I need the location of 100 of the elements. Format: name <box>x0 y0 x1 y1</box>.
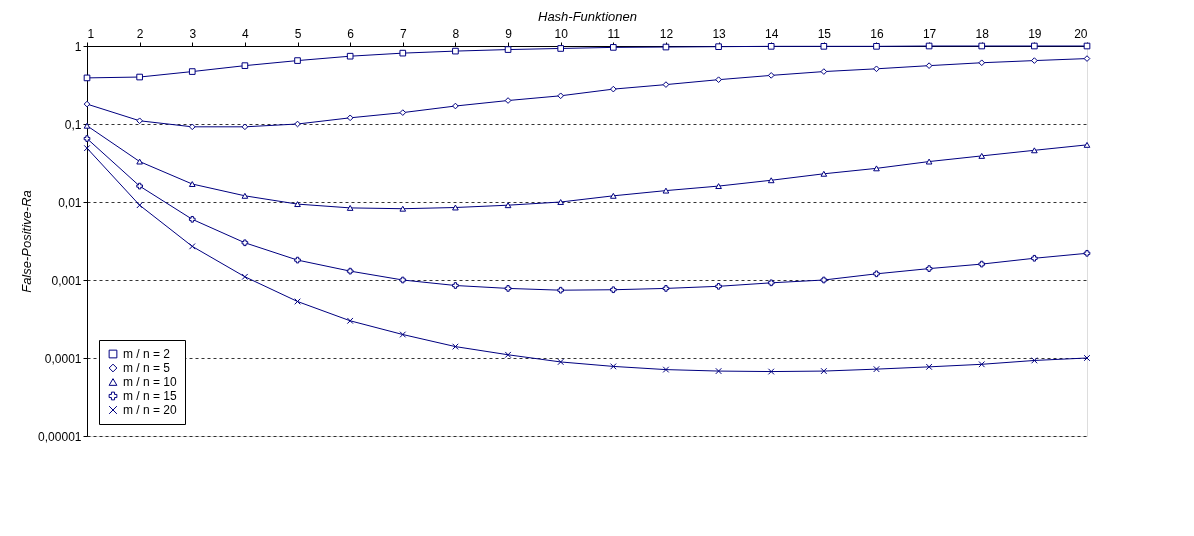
x-tick-label: 9 <box>505 26 513 41</box>
x-tick-label: 16 <box>870 26 884 41</box>
point <box>346 267 354 275</box>
point <box>662 43 670 51</box>
point <box>767 177 775 184</box>
point <box>241 239 249 247</box>
x-tick-label: 1 <box>87 26 95 41</box>
point <box>662 285 670 292</box>
point <box>925 158 933 165</box>
point <box>504 285 512 292</box>
point <box>609 286 617 294</box>
point <box>715 43 722 51</box>
point <box>294 201 301 208</box>
point <box>978 360 986 368</box>
y-tick-label: 1 <box>74 39 82 54</box>
point <box>241 273 249 281</box>
x-tick-label: 11 <box>607 26 621 41</box>
x-tick-label: 4 <box>242 26 250 41</box>
point <box>609 192 617 199</box>
point <box>767 43 775 50</box>
point <box>136 158 143 165</box>
point <box>820 170 828 177</box>
point <box>399 276 407 284</box>
x-tick-label: 17 <box>922 26 937 41</box>
point <box>83 144 91 152</box>
point <box>399 331 407 338</box>
point <box>346 204 354 211</box>
point <box>452 47 459 55</box>
x-tick-label: 15 <box>817 26 832 41</box>
point <box>136 73 143 81</box>
x-tick-label: 13 <box>712 26 727 41</box>
point <box>820 43 828 50</box>
x-tick-label: 8 <box>452 26 460 41</box>
point <box>188 243 196 250</box>
point <box>83 74 91 82</box>
point <box>188 181 196 187</box>
point <box>452 343 459 350</box>
point <box>399 49 407 57</box>
point <box>504 46 512 53</box>
point <box>1083 55 1091 62</box>
point <box>820 367 828 375</box>
point <box>241 192 249 199</box>
point <box>978 152 986 159</box>
x-tick-label: 5 <box>294 26 302 41</box>
x-tick-label: 14 <box>765 26 779 41</box>
point <box>925 363 933 371</box>
point <box>452 282 459 289</box>
point <box>662 187 670 194</box>
point <box>925 42 933 50</box>
point <box>662 366 670 373</box>
x-tick-label: 7 <box>399 26 407 41</box>
legend-label: m / n = 15 <box>123 389 178 403</box>
point <box>662 81 670 88</box>
point <box>609 363 617 370</box>
point <box>1031 147 1038 154</box>
point <box>557 199 565 205</box>
point <box>346 52 354 60</box>
point <box>1083 141 1091 148</box>
legend-label: m / n = 2 <box>123 347 171 361</box>
point <box>504 202 512 209</box>
x-tick-label: 3 <box>189 26 197 41</box>
y-tick-label: 0,00001 <box>38 429 82 444</box>
point <box>136 182 143 190</box>
point <box>715 282 722 290</box>
point <box>294 57 301 64</box>
legend-label: m / n = 5 <box>123 361 171 375</box>
x-tick-label: 6 <box>347 26 355 41</box>
point <box>1083 249 1091 257</box>
point <box>873 165 880 172</box>
point <box>978 260 986 268</box>
x-axis-title: Hash-Funktionen <box>538 8 637 24</box>
point <box>715 183 722 190</box>
y-tick-label: 0,01 <box>58 195 82 210</box>
point <box>399 205 407 212</box>
point <box>1031 254 1038 262</box>
point <box>767 368 775 375</box>
x-tick-label: 2 <box>136 26 144 41</box>
point <box>188 215 196 223</box>
x-tick-label: 12 <box>659 26 674 41</box>
point <box>925 265 933 272</box>
y-tick-label: 0,1 <box>64 117 82 132</box>
point <box>1031 357 1038 364</box>
x-tick-label: 19 <box>1028 26 1042 41</box>
point <box>715 367 722 375</box>
y-axis-title: False-Positive-Ra <box>19 190 35 293</box>
x-tick-label: 10 <box>554 26 569 41</box>
point <box>820 276 828 284</box>
point <box>557 358 565 366</box>
point <box>294 256 301 264</box>
y-tick-label: 0,001 <box>51 273 82 288</box>
legend-label: m / n = 20 <box>123 403 178 417</box>
x-tick-label: 20 <box>1074 26 1088 41</box>
point <box>241 62 249 69</box>
point <box>504 351 512 359</box>
y-tick-label: 0,0001 <box>44 351 82 366</box>
point <box>978 42 986 50</box>
point <box>873 270 880 278</box>
point <box>557 45 565 52</box>
point <box>873 365 880 373</box>
legend-label: m / n = 10 <box>123 375 178 389</box>
